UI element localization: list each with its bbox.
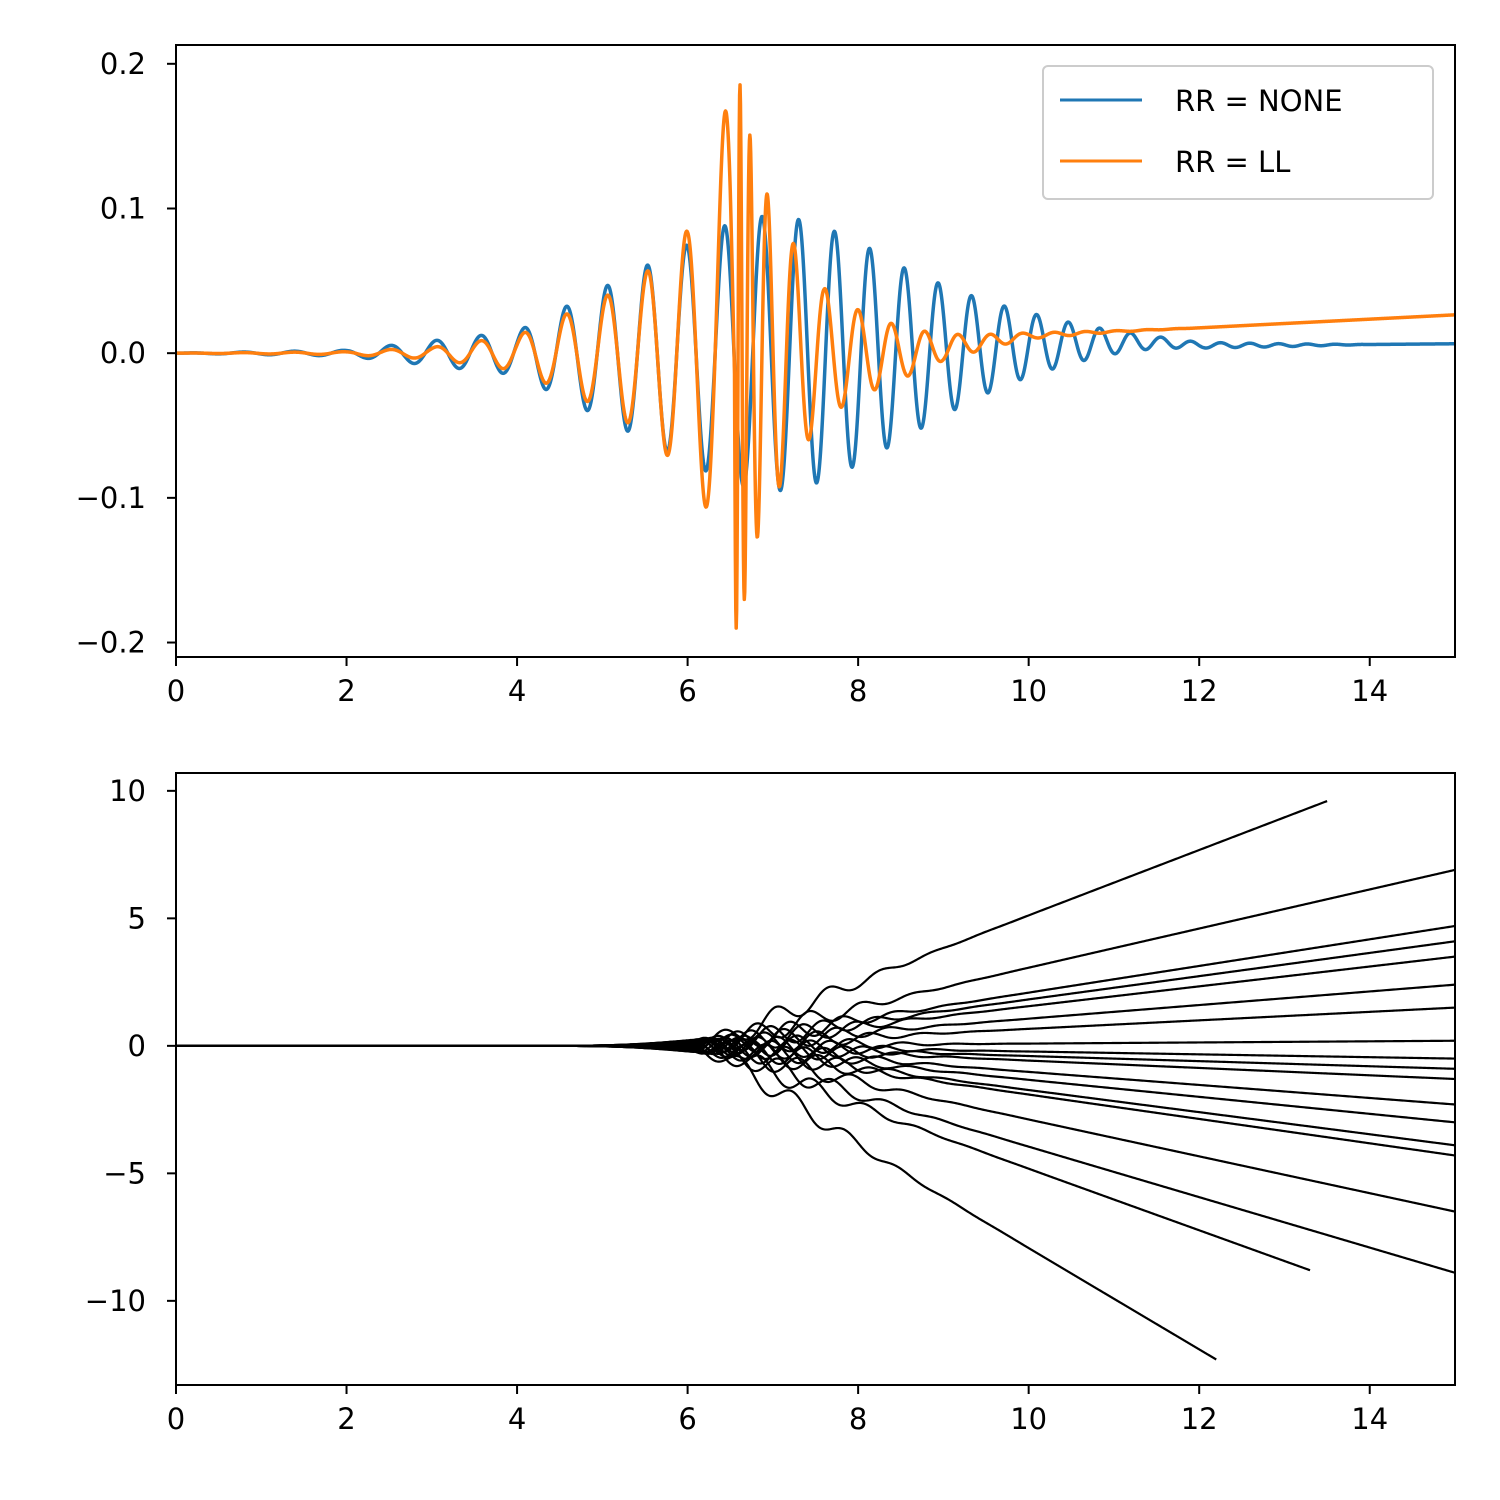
bottom-x-tick-label: 0 xyxy=(167,1402,185,1436)
bottom-axes-frame xyxy=(175,772,1456,1386)
legend-label-rr-ll: RR = LL xyxy=(1175,145,1290,179)
bottom-x-tick-label: 12 xyxy=(1181,1402,1218,1436)
bottom-y-tick-label: 5 xyxy=(128,901,146,935)
top-chart: 0 2 4 6 8 10 12 14 −0.2 −0.1 0.0 0.1 0.2 RR = NONE R… xyxy=(76,44,1457,708)
top-x-tick-label: 2 xyxy=(337,674,355,708)
bottom-x-tick-label: 4 xyxy=(508,1402,526,1436)
top-axes: 0 2 4 6 8 10 12 14 −0.2 −0.1 0.0 0.1 0.2 xyxy=(76,47,1389,708)
bottom-x-tick-label: 6 xyxy=(678,1402,696,1436)
bottom-x-tick-label: 14 xyxy=(1351,1402,1388,1436)
bottom-axes: 0 2 4 6 8 10 12 14 −10 −5 0 5 10 xyxy=(85,774,1388,1436)
top-y-tick-label: −0.1 xyxy=(76,481,146,515)
top-x-tick-label: 0 xyxy=(167,674,185,708)
bottom-y-tick-label: 10 xyxy=(109,774,146,808)
bottom-chart: 0 2 4 6 8 10 12 14 −10 −5 0 5 10 xyxy=(85,772,1456,1436)
top-x-tick-label: 6 xyxy=(678,674,696,708)
top-y-tick-label: −0.2 xyxy=(76,626,146,660)
top-series-group xyxy=(174,83,1457,630)
bottom-y-tick-label: −10 xyxy=(85,1284,146,1318)
bottom-x-tick-label: 2 xyxy=(337,1402,355,1436)
top-y-tick-label: 0.1 xyxy=(100,191,146,225)
trajectory-line xyxy=(176,1039,1217,1361)
series-line-rr-none xyxy=(174,214,1457,493)
top-x-tick-label: 12 xyxy=(1181,674,1218,708)
top-axes-frame xyxy=(175,44,1456,658)
bottom-y-tick-label: 0 xyxy=(128,1029,146,1063)
top-y-tick-label: 0.0 xyxy=(100,336,146,370)
bottom-y-tick-label: −5 xyxy=(103,1156,146,1190)
series-line-rr-ll xyxy=(174,83,1457,630)
top-y-tick-label: 0.2 xyxy=(100,47,146,81)
bottom-x-tick-label: 8 xyxy=(849,1402,867,1436)
top-x-tick-label: 10 xyxy=(1010,674,1047,708)
bottom-series-group xyxy=(176,800,1456,1361)
bottom-x-tick-label: 10 xyxy=(1010,1402,1047,1436)
legend-label-rr-none: RR = NONE xyxy=(1175,84,1343,118)
top-x-tick-label: 8 xyxy=(849,674,867,708)
top-x-tick-label: 14 xyxy=(1351,674,1388,708)
top-x-tick-label: 4 xyxy=(508,674,526,708)
legend: RR = NONE RR = LL xyxy=(1042,65,1434,200)
